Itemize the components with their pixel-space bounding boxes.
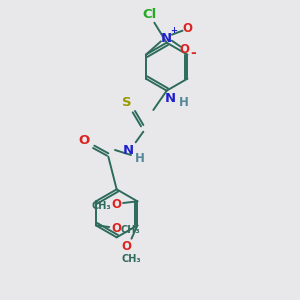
Text: N: N: [160, 32, 171, 44]
Text: H: H: [135, 152, 145, 165]
Text: O: O: [78, 134, 89, 147]
Text: CH₃: CH₃: [122, 254, 141, 264]
Text: O: O: [112, 198, 122, 211]
Text: H: H: [179, 95, 189, 109]
Text: CH₃: CH₃: [92, 201, 111, 211]
Text: O: O: [122, 241, 131, 254]
Text: Cl: Cl: [143, 8, 157, 21]
Text: O: O: [179, 43, 189, 56]
Text: N: N: [123, 144, 134, 157]
Text: O: O: [111, 222, 121, 235]
Text: S: S: [122, 96, 131, 109]
Text: O: O: [182, 22, 193, 35]
Text: +: +: [170, 26, 177, 35]
Text: CH₃: CH₃: [120, 225, 140, 235]
Text: -: -: [190, 46, 196, 60]
Text: N: N: [165, 92, 176, 105]
